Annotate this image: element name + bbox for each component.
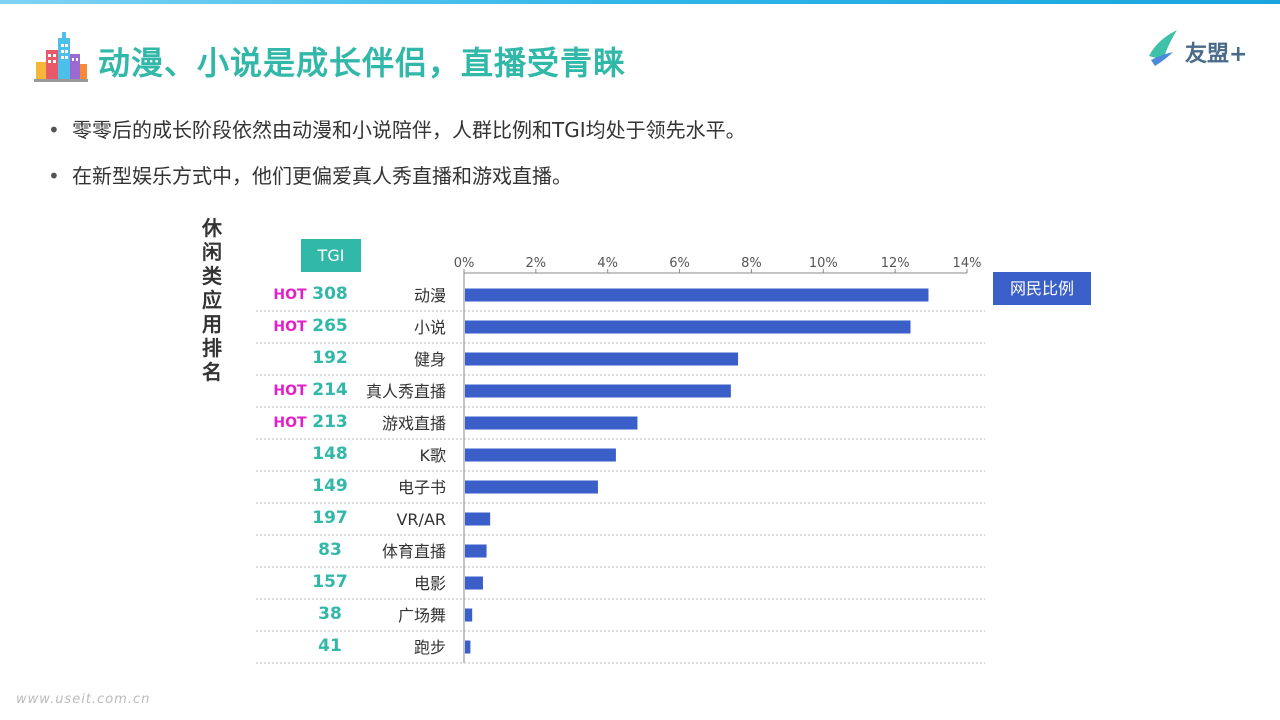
bar: [465, 448, 616, 462]
tgi-value: 192: [312, 348, 348, 368]
category-label: 动漫: [414, 286, 446, 305]
bar: [465, 288, 929, 302]
category-label: K歌: [420, 446, 447, 465]
tgi-value: 41: [318, 636, 342, 656]
category-label: 小说: [414, 318, 446, 337]
bullet-2: 在新型娱乐方式中，他们更偏爱真人秀直播和游戏直播。: [48, 164, 746, 188]
bar: [465, 352, 739, 366]
tgi-value: 197: [312, 508, 348, 528]
bar: [465, 320, 911, 334]
x-tick-label: 14%: [953, 256, 982, 271]
category-label: 游戏直播: [382, 414, 446, 433]
bar: [465, 416, 638, 430]
bar: [465, 576, 483, 590]
umeng-logo-icon: [1149, 30, 1177, 66]
page-title: 动漫、小说是成长伴侣，直播受青睐: [98, 44, 627, 82]
bar: [465, 384, 731, 398]
legend-series-label: 网民比例: [993, 272, 1091, 305]
x-tick-label: 2%: [526, 256, 547, 271]
tgi-value: 308: [312, 284, 348, 304]
x-tick-label: 4%: [597, 256, 618, 271]
hot-tag: HOT: [273, 415, 307, 431]
x-tick-label: 10%: [809, 256, 838, 271]
category-label: VR/AR: [396, 510, 446, 529]
x-tick-label: 12%: [881, 256, 910, 271]
hot-tag: HOT: [273, 383, 307, 399]
bullet-1: 零零后的成长阶段依然由动漫和小说陪伴，人群比例和TGI均处于领先水平。: [48, 118, 746, 142]
bar: [465, 640, 471, 654]
summary-bullets: 零零后的成长阶段依然由动漫和小说陪伴，人群比例和TGI均处于领先水平。 在新型娱…: [48, 118, 746, 210]
category-label: 电影: [414, 574, 446, 593]
bar: [465, 512, 491, 526]
x-tick-label: 8%: [741, 256, 762, 271]
tgi-value: 149: [312, 476, 348, 496]
top-accent-bar: [0, 0, 1280, 4]
watermark: www.useit.com.cn: [16, 692, 151, 707]
bar: [465, 544, 487, 558]
x-tick-label: 0%: [454, 256, 475, 271]
tgi-header: TGI: [301, 239, 361, 272]
tgi-value: 265: [312, 316, 348, 336]
category-label: 体育直播: [382, 542, 446, 561]
tgi-value: 38: [318, 604, 342, 624]
tgi-value: 214: [312, 380, 348, 400]
bar: [465, 608, 473, 622]
tgi-value: 83: [318, 540, 342, 560]
hot-tag: HOT: [273, 287, 307, 303]
bar: [465, 480, 598, 494]
category-label: 健身: [414, 350, 446, 369]
category-label: 广场舞: [398, 606, 446, 625]
tgi-value: 148: [312, 444, 348, 464]
x-tick-label: 6%: [669, 256, 690, 271]
category-label: 真人秀直播: [366, 382, 446, 401]
tgi-value: 157: [312, 572, 348, 592]
category-label: 电子书: [398, 478, 446, 497]
vertical-axis-label: 休闲类应用排名: [202, 216, 222, 384]
city-buildings-icon: [34, 32, 88, 82]
hot-tag: HOT: [273, 319, 307, 335]
tgi-value: 213: [312, 412, 348, 432]
category-label: 跑步: [414, 638, 446, 657]
logo-text: 友盟+: [1185, 42, 1248, 67]
